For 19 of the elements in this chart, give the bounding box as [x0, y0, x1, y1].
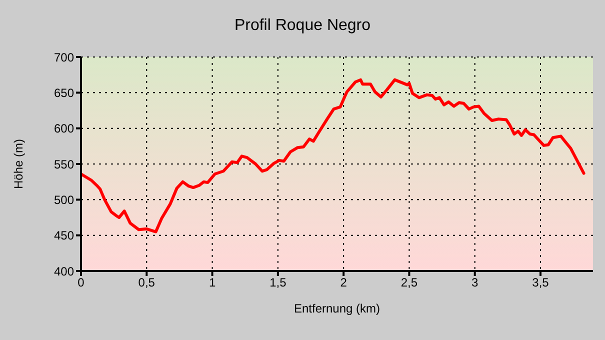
- y-tick-label: 500: [54, 192, 74, 207]
- x-tick-label: 1,5: [270, 276, 287, 290]
- x-tick-label: 2: [340, 276, 348, 290]
- y-tick-label: 400: [54, 264, 74, 278]
- x-tick-label: 0,5: [138, 276, 156, 290]
- x-tick-label: 2,5: [400, 276, 418, 290]
- x-axis-title: Entfernung (km): [294, 302, 380, 316]
- x-tick-label: 1: [208, 276, 216, 290]
- y-tick-label: 600: [54, 122, 74, 136]
- line-series: [81, 78, 586, 234]
- y-axis-title: Höhe (m): [11, 138, 26, 190]
- x-tick-label: 3: [472, 276, 478, 290]
- x-tick-label: 3,5: [532, 276, 550, 290]
- y-tick-label: 650: [54, 86, 74, 100]
- y-tick-label: 450: [54, 228, 74, 243]
- x-tick-label: 0: [78, 276, 85, 290]
- y-tick-label: 550: [54, 157, 74, 172]
- chart-title: Profil Roque Negro: [233, 17, 372, 35]
- y-tick-label: 700: [54, 50, 74, 64]
